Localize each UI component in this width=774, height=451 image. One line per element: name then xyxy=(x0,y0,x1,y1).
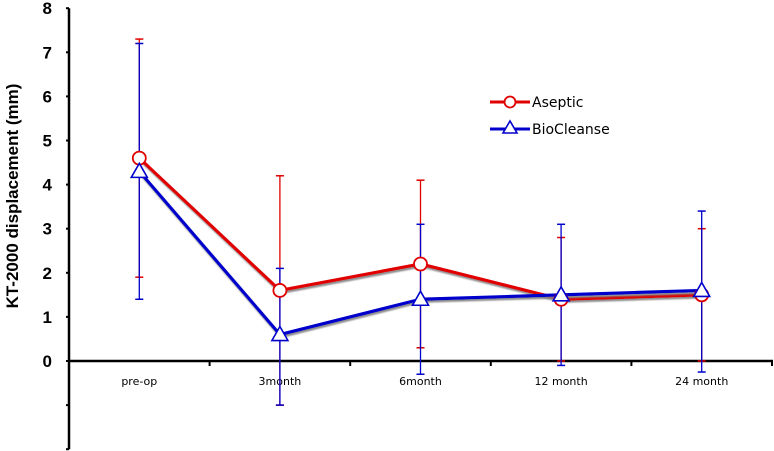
y-tick-label: 6 xyxy=(43,87,52,106)
triangle-marker-icon xyxy=(270,324,290,342)
legend-item-biocleanse: BioCleanse xyxy=(490,119,610,138)
y-tick-label: 5 xyxy=(43,132,52,151)
x-tick-label: pre-op xyxy=(121,375,157,388)
y-axis-label: KT-2000 displacement (mm) xyxy=(3,84,22,309)
error-bars xyxy=(135,38,706,406)
triangle-marker-icon xyxy=(551,285,571,302)
circle-marker-icon xyxy=(503,95,517,109)
legend-label-biocleanse: BioCleanse xyxy=(532,122,610,138)
y-tick-label: 2 xyxy=(43,264,52,283)
x-tick-label: 12 month xyxy=(534,375,587,388)
y-tick-label: 8 xyxy=(43,0,52,18)
legend-item-aseptic: Aseptic xyxy=(490,95,583,111)
y-tick-label: 4 xyxy=(43,176,53,195)
x-tick-label: 24 month xyxy=(675,375,728,388)
y-tick-label: 1 xyxy=(43,308,52,327)
triangle-marker-icon xyxy=(692,280,712,298)
circle-marker-icon xyxy=(413,256,428,272)
series-markers xyxy=(129,150,712,342)
y-tick-label: 3 xyxy=(43,220,52,239)
y-tick-label: 7 xyxy=(43,43,52,62)
triangle-marker-icon xyxy=(129,161,149,179)
circle-marker-icon xyxy=(272,283,288,298)
y-tick-label: 0 xyxy=(43,352,52,371)
y-axis: 0 1 2 3 4 5 6 7 8 xyxy=(43,0,71,451)
legend-label-aseptic: Aseptic xyxy=(532,95,583,111)
triangle-marker-icon xyxy=(501,119,519,134)
legend: Aseptic BioCleanse xyxy=(490,95,610,138)
x-tick-label: 6month xyxy=(399,375,442,388)
triangle-marker-icon xyxy=(411,289,430,307)
